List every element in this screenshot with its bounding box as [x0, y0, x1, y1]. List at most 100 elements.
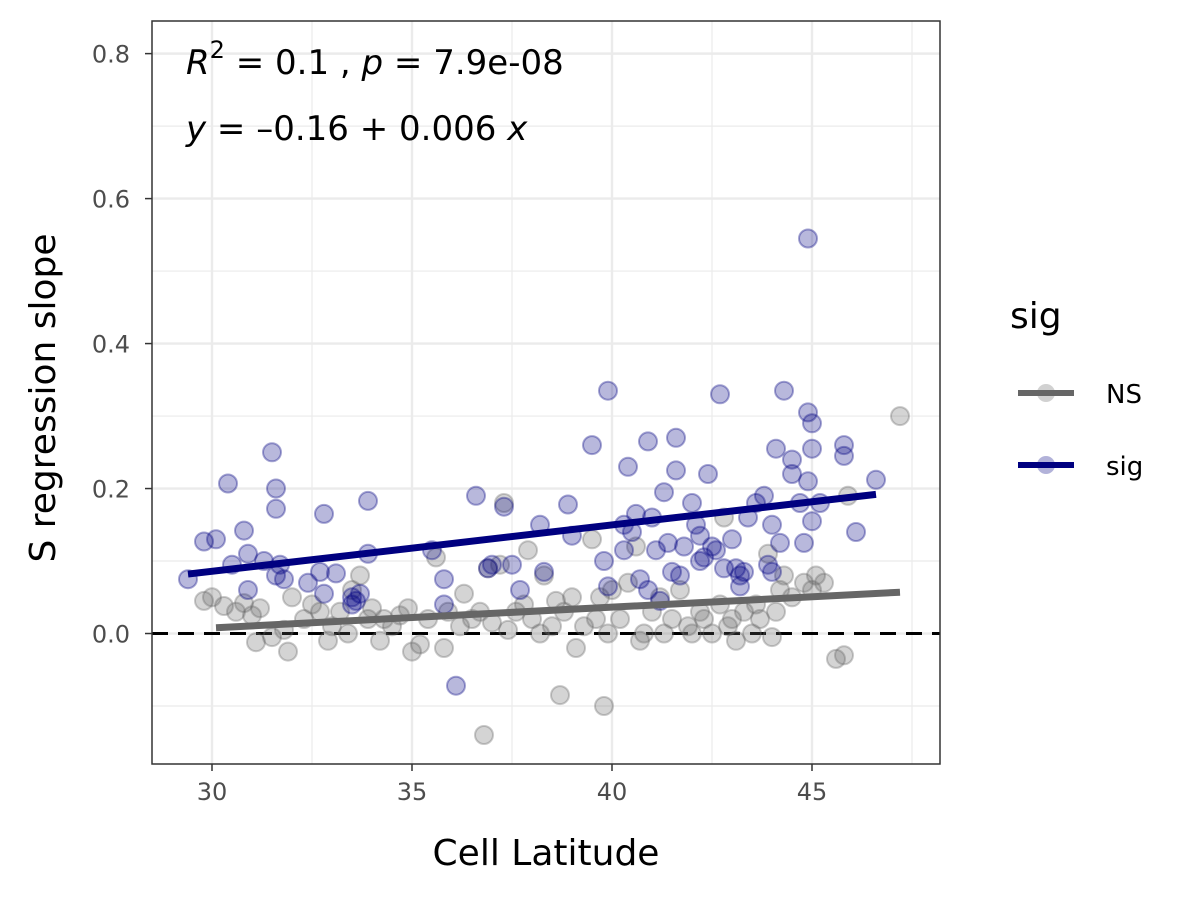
legend-label-ns: NS — [1106, 380, 1142, 410]
data-point-sig — [710, 384, 730, 405]
data-point-ns — [338, 623, 358, 644]
data-point-ns — [890, 406, 910, 427]
data-point-sig — [614, 540, 634, 561]
data-point-sig — [234, 520, 254, 541]
data-point-sig — [314, 583, 334, 604]
data-point-sig — [618, 456, 638, 477]
data-point-ns — [774, 565, 794, 586]
grid-minor — [152, 21, 940, 764]
data-point-sig — [774, 380, 794, 401]
data-point-ns — [234, 593, 254, 614]
plot-panel — [152, 21, 940, 764]
data-point-sig — [218, 473, 238, 494]
data-point-ns — [766, 601, 786, 622]
data-point-ns — [758, 543, 778, 564]
data-point-ns — [602, 580, 622, 600]
data-point-ns — [498, 619, 518, 640]
data-point-ns — [694, 609, 714, 629]
data-point-sig — [350, 583, 370, 604]
data-point-ns — [282, 587, 302, 608]
annotation-r2-value: = 0.1 , — [225, 43, 362, 83]
data-point-sig — [346, 590, 366, 611]
data-point-sig — [266, 478, 286, 499]
data-point-sig — [798, 471, 818, 492]
y-axis-title: S regression slope — [23, 233, 64, 562]
data-point-sig — [342, 587, 362, 608]
annotation-r2-superscript: 2 — [210, 36, 225, 64]
data-point-sig — [802, 511, 822, 532]
data-point-ns — [762, 627, 782, 648]
data-point-ns — [542, 616, 562, 637]
data-point-ns — [742, 623, 762, 644]
data-point-ns — [434, 638, 454, 658]
data-point-sig — [638, 580, 658, 600]
y-tick-label: 0.2 — [92, 476, 130, 504]
data-point-sig — [266, 498, 286, 519]
legend-title: sig — [1010, 296, 1062, 337]
y-tick-label: 0.0 — [92, 621, 130, 649]
data-point-sig — [534, 561, 554, 582]
data-point-sig — [674, 536, 694, 557]
data-point-ns — [702, 623, 722, 644]
data-point-ns — [302, 594, 322, 615]
data-point-ns — [826, 648, 846, 669]
data-point-sig — [730, 565, 750, 586]
data-point-ns — [278, 641, 298, 662]
data-point-ns — [194, 590, 214, 611]
data-point-sig — [206, 529, 226, 550]
data-point-sig — [342, 594, 362, 615]
legend-key-ns-point — [1037, 384, 1055, 402]
data-point-sig — [666, 427, 686, 448]
data-point-sig — [714, 558, 734, 579]
data-point-sig — [690, 525, 710, 546]
y-tick-label: 0.6 — [92, 186, 130, 214]
data-point-sig — [706, 540, 726, 561]
data-point-ns — [678, 616, 698, 637]
fit-line-ns — [215, 588, 901, 632]
data-point-sig — [698, 464, 718, 484]
legend-item-ns: NS — [1018, 380, 1142, 410]
data-point-sig — [834, 445, 854, 466]
data-point-sig — [654, 482, 674, 503]
data-point-ns — [814, 572, 834, 593]
data-point-ns — [834, 645, 854, 666]
y-tick-label: 0.4 — [92, 331, 130, 359]
annotation-equation-body: = –0.16 + 0.006 — [206, 109, 507, 149]
data-point-sig — [274, 569, 294, 590]
data-point-sig — [482, 554, 502, 575]
data-point-sig — [762, 514, 782, 535]
data-point-sig — [782, 449, 802, 470]
data-point-sig — [782, 464, 802, 484]
data-point-sig — [702, 536, 722, 557]
data-point-ns — [550, 685, 570, 706]
legend: sig NS sig — [1010, 296, 1143, 482]
data-point-sig — [802, 438, 822, 459]
fit-line-sig — [187, 490, 877, 578]
data-point-ns — [610, 609, 630, 629]
data-point-sig — [802, 413, 822, 434]
data-point-sig — [598, 380, 618, 401]
data-point-sig — [478, 558, 498, 579]
plot-border — [151, 20, 941, 765]
data-point-sig — [510, 580, 530, 600]
data-point-ns — [722, 609, 742, 629]
annotation-p-value: = 7.9e-08 — [383, 43, 564, 83]
data-point-sig — [834, 435, 854, 456]
data-point-sig — [866, 469, 886, 490]
data-point-sig — [326, 563, 346, 584]
fit-lines — [187, 490, 901, 632]
annotation-equation: y = –0.16 + 0.006 x — [185, 109, 528, 149]
annotation-equation-y: y — [185, 109, 207, 149]
data-point-ns — [246, 632, 266, 653]
data-point-sig — [770, 532, 790, 553]
data-point-sig — [638, 431, 658, 452]
data-point-sig — [446, 675, 466, 696]
data-point-sig — [630, 569, 650, 590]
annotation-p-symbol: p — [361, 43, 384, 83]
data-point-ns — [370, 630, 390, 651]
data-point-ns — [566, 638, 586, 658]
data-point-sig — [594, 551, 614, 571]
data-point-sig — [558, 494, 578, 515]
data-point-sig — [494, 496, 514, 517]
